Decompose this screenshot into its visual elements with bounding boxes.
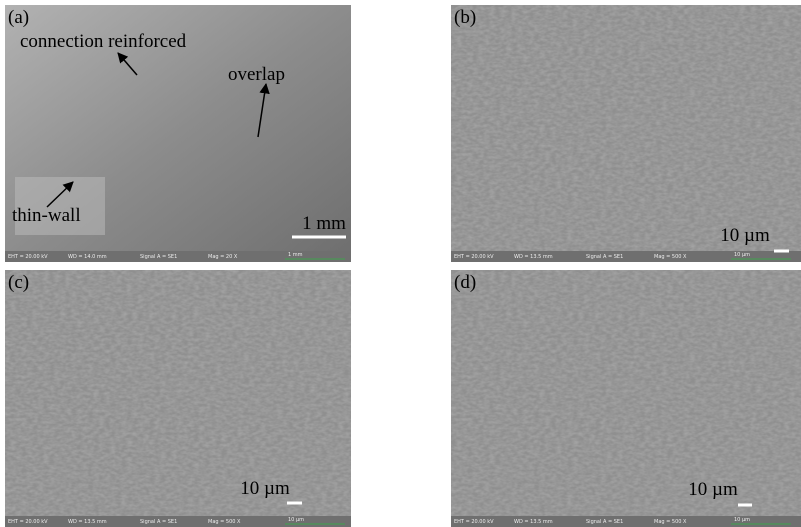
info-eht: EHT = 20.00 kV xyxy=(8,519,48,525)
panel-label: (b) xyxy=(454,7,476,28)
info-scale: 10 µm xyxy=(734,252,750,258)
info-signal: Signal A = SE1 xyxy=(140,519,177,525)
panel-label: (a) xyxy=(8,7,29,28)
info-mag: Mag = 500 X xyxy=(208,519,241,525)
info-wd: WD = 13.5 mm xyxy=(514,254,553,260)
scale-label: 10 µm xyxy=(240,478,290,499)
scale-label: 1 mm xyxy=(302,213,346,234)
info-scale: 10 µm xyxy=(288,517,304,523)
info-mag: Mag = 20 X xyxy=(208,254,238,260)
info-wd: WD = 13.5 mm xyxy=(68,519,107,525)
info-eht: EHT = 20.00 kV xyxy=(8,254,48,260)
panel-label: (d) xyxy=(454,272,476,293)
info-eht: EHT = 20.00 kV xyxy=(454,254,494,260)
annotation: thin-wall xyxy=(12,205,81,226)
figure: EHT = 20.00 kV WD = 14.0 mm Signal A = SE1… xyxy=(0,0,801,527)
info-scale: 1 mm xyxy=(288,252,303,258)
micrograph-panel: EHT = 20.00 kV WD = 14.0 mm Signal A = SE1… xyxy=(5,5,351,262)
info-signal: Signal A = SE1 xyxy=(586,254,623,260)
info-eht: EHT = 20.00 kV xyxy=(454,519,494,525)
panel-label: (c) xyxy=(8,272,29,293)
info-mag: Mag = 500 X xyxy=(654,254,687,260)
micrograph xyxy=(451,270,801,527)
micrograph-panel: EHT = 20.00 kV WD = 13.5 mm Signal A = SE1… xyxy=(451,270,801,527)
info-wd: WD = 13.5 mm xyxy=(514,519,553,525)
info-scale: 10 µm xyxy=(734,517,750,523)
micrograph xyxy=(5,270,351,527)
micrograph-panel: EHT = 20.00 kV WD = 13.5 mm Signal A = SE1… xyxy=(5,270,351,527)
micrograph xyxy=(451,5,801,262)
scale-label: 10 µm xyxy=(720,225,770,246)
annotation: connection reinforced xyxy=(20,31,187,52)
info-signal: Signal A = SE1 xyxy=(140,254,177,260)
info-wd: WD = 14.0 mm xyxy=(68,254,107,260)
info-signal: Signal A = SE1 xyxy=(586,519,623,525)
micrograph-panel: EHT = 20.00 kV WD = 13.5 mm Signal A = SE1… xyxy=(451,5,801,262)
info-mag: Mag = 500 X xyxy=(654,519,687,525)
scale-label: 10 µm xyxy=(688,479,738,500)
annotation: overlap xyxy=(228,64,285,85)
